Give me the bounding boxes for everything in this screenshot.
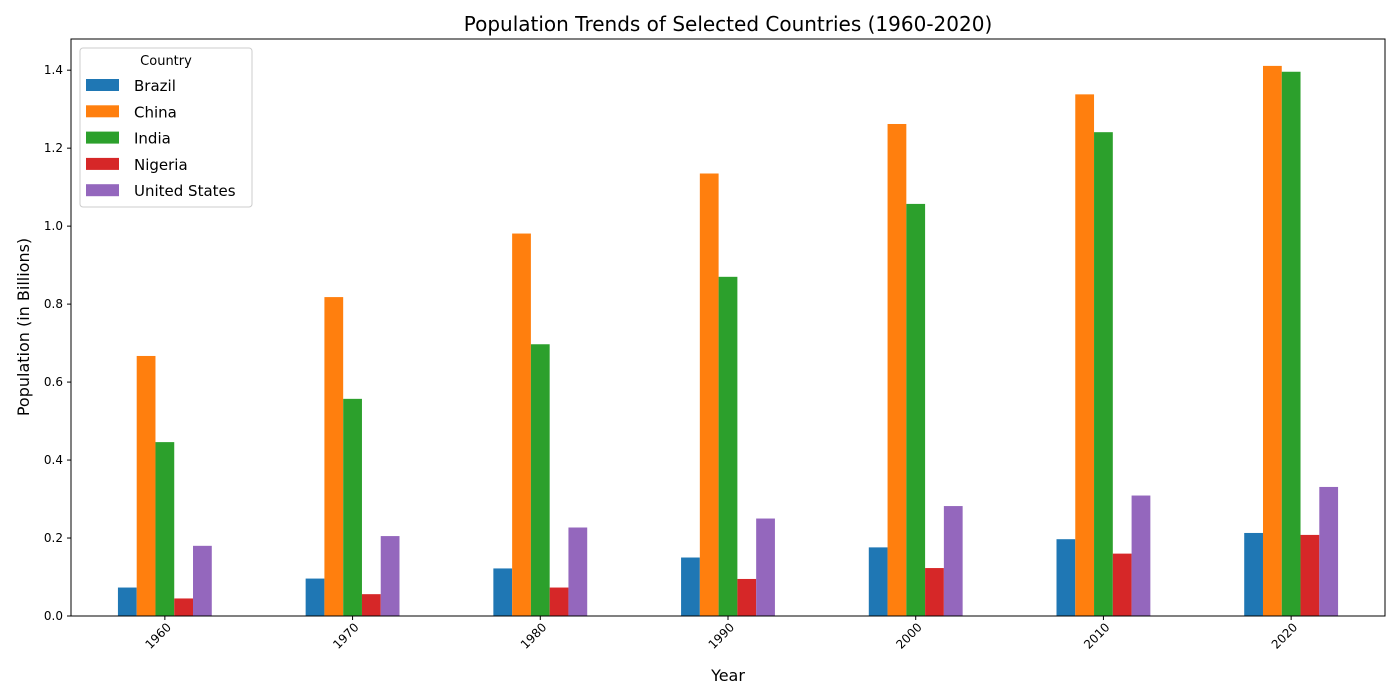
legend-swatch-nigeria <box>86 157 119 170</box>
bar-nigeria-1970 <box>361 594 381 616</box>
y-tick-label: 1.0 <box>44 219 63 233</box>
legend: Country Brazil China India Nigeria United Sta… <box>79 47 253 208</box>
x-tick-label: 1980 <box>518 620 549 651</box>
bar-china-1970 <box>324 297 344 616</box>
bar-india-1990 <box>718 276 738 616</box>
chart-title: Population Trends of Selected Countries … <box>464 12 993 36</box>
x-tick-label: 2020 <box>1269 620 1300 651</box>
bar-india-2000 <box>906 203 926 616</box>
legend-title: Country <box>140 54 192 69</box>
bar-united-states-1970 <box>380 536 400 616</box>
bar-united-states-1980 <box>568 527 588 616</box>
x-axis: 1960 1970 1980 1990 2000 2010 2020 <box>142 616 1300 652</box>
legend-label-india: India <box>134 130 171 148</box>
legend-swatch-india <box>86 131 119 144</box>
legend-label-nigeria: Nigeria <box>134 156 188 174</box>
bar-united-states-2020 <box>1319 486 1339 616</box>
bar-china-2000 <box>887 123 907 617</box>
bar-china-1980 <box>512 233 531 617</box>
y-tick-label: 0.2 <box>44 531 63 545</box>
bar-nigeria-2010 <box>1112 553 1132 616</box>
bar-china-2010 <box>1075 94 1095 617</box>
bar-brazil-2000 <box>868 547 888 616</box>
bar-india-1960 <box>155 442 175 616</box>
legend-label-china: China <box>134 103 177 121</box>
bar-nigeria-1990 <box>737 578 757 616</box>
bar-china-1990 <box>699 173 719 616</box>
bar-nigeria-1960 <box>174 598 194 616</box>
bar-united-states-1960 <box>193 545 212 616</box>
bar-brazil-2020 <box>1244 532 1263 616</box>
y-tick-label: 0.4 <box>44 453 63 467</box>
legend-swatch-china <box>86 105 119 118</box>
bar-nigeria-2000 <box>925 568 944 616</box>
legend-label-brazil: Brazil <box>134 77 176 95</box>
bar-united-states-1990 <box>756 518 775 616</box>
bar-nigeria-1980 <box>549 587 569 616</box>
y-tick-label: 1.4 <box>44 63 63 77</box>
plot-frame <box>70 38 1386 617</box>
bar-india-2010 <box>1094 132 1113 616</box>
y-tick-label: 0.6 <box>44 375 63 389</box>
x-tick-label: 1990 <box>706 620 737 651</box>
legend-label-united-states: United States <box>134 182 236 200</box>
bar-united-states-2000 <box>943 506 963 616</box>
bar-china-2020 <box>1262 65 1282 616</box>
x-axis-label: Year <box>710 666 745 685</box>
legend-box <box>79 47 253 208</box>
y-axis: 0.0 0.2 0.4 0.6 0.8 1.0 1.2 1.4 <box>44 63 71 623</box>
bar-nigeria-2020 <box>1300 534 1320 616</box>
x-tick-label: 2010 <box>1081 620 1112 651</box>
bar-india-1980 <box>530 344 550 616</box>
bar-india-1970 <box>343 398 362 616</box>
x-tick-label: 1970 <box>330 620 361 651</box>
y-tick-label: 0.8 <box>44 297 63 311</box>
bar-brazil-1960 <box>117 587 137 616</box>
x-tick-label: 1960 <box>142 620 173 651</box>
bar-india-2020 <box>1281 71 1301 616</box>
bar-china-1960 <box>136 355 156 616</box>
bar-brazil-1990 <box>681 557 700 616</box>
legend-swatch-united-states <box>86 184 119 197</box>
x-tick-label: 2000 <box>893 620 924 651</box>
legend-swatch-brazil <box>86 79 119 91</box>
bars-group <box>117 65 1339 617</box>
bar-brazil-1980 <box>493 568 513 616</box>
bar-united-states-2010 <box>1131 495 1151 616</box>
bar-brazil-2010 <box>1056 539 1076 616</box>
y-tick-label: 0.0 <box>44 609 63 623</box>
y-axis-label: Population (in Billions) <box>14 238 33 416</box>
y-tick-label: 1.2 <box>44 141 63 155</box>
bar-brazil-1970 <box>305 578 325 616</box>
